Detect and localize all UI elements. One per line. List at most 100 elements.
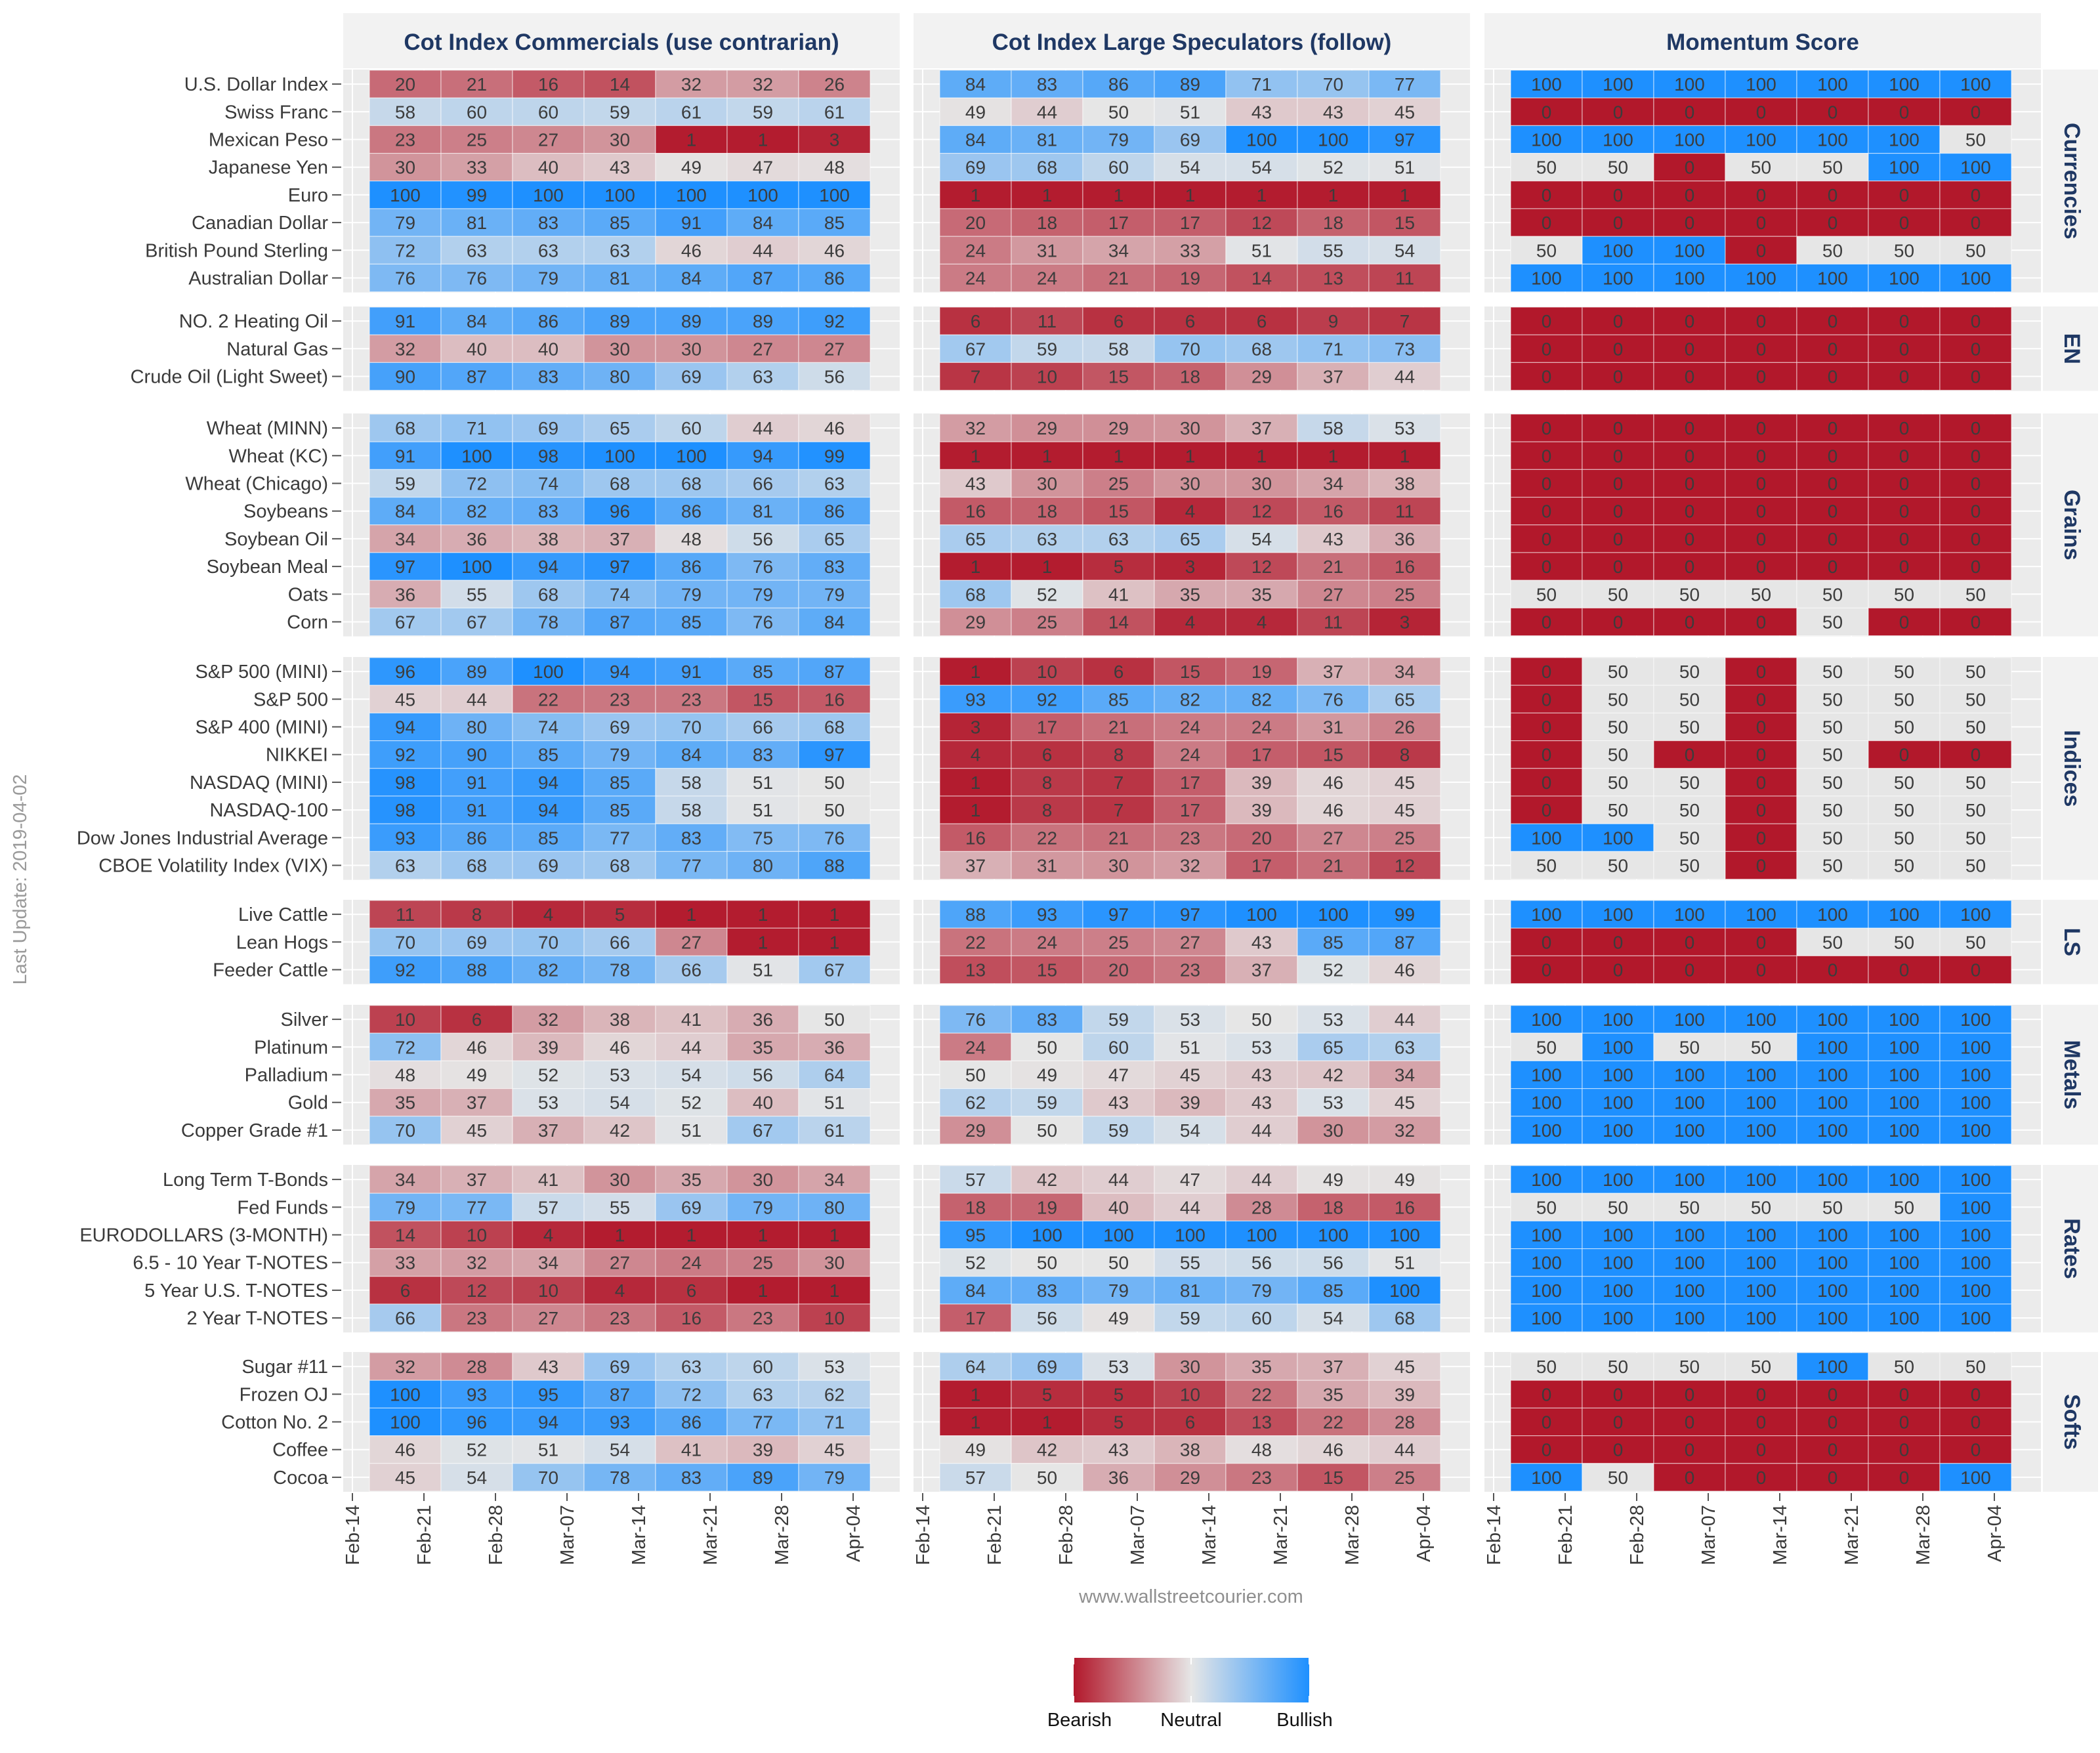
tile-value: 87 [610, 612, 630, 633]
tile-value: 31 [1037, 856, 1057, 876]
heat-tile [1939, 469, 2012, 498]
heat-tile [655, 607, 728, 637]
tile-value: 63 [1395, 1037, 1415, 1057]
heat-tile [1154, 552, 1227, 581]
heat-tile [1154, 955, 1227, 984]
heat-tile [1725, 607, 1797, 637]
tile-value: 50 [1894, 772, 1914, 793]
tile-value: 78 [538, 612, 558, 633]
heat-tile [1582, 97, 1654, 126]
heat-tile [1368, 1032, 1441, 1061]
tile-value: 63 [395, 856, 415, 876]
tile-value: 50 [1608, 689, 1628, 709]
x-tick-label: Feb-28 [486, 1505, 507, 1565]
tile-value: 30 [610, 339, 630, 359]
heat-tile [1796, 740, 1869, 769]
tile-value: 100 [1674, 240, 1705, 261]
heat-tile [1653, 180, 1726, 209]
tile-value: 49 [1108, 1308, 1129, 1328]
heat-tile [1225, 153, 1298, 182]
tile-value: 43 [538, 1357, 558, 1377]
tile-value: 83 [681, 828, 702, 848]
heat-tile [369, 795, 442, 824]
tile-value: 0 [1756, 745, 1767, 765]
heat-tile [1368, 1116, 1441, 1145]
heat-tile [798, 180, 871, 209]
tile-value: 5 [1114, 1412, 1124, 1433]
tile-value: 54 [1323, 1308, 1343, 1328]
heat-tile [1225, 1116, 1298, 1145]
heat-tile [1368, 580, 1441, 609]
tile-value: 97 [1395, 130, 1415, 150]
heat-tile [1653, 607, 1726, 637]
heat-tile [1082, 263, 1155, 293]
tile-value: 57 [965, 1468, 986, 1488]
heat-tile [1011, 685, 1083, 713]
tile-value: 1 [1257, 185, 1267, 205]
tile-value: 100 [1103, 1225, 1134, 1246]
heat-tile [1011, 1165, 1083, 1194]
tile-value: 48 [681, 529, 702, 549]
tile-value: 0 [1971, 557, 1981, 577]
tile-value: 79 [753, 1197, 773, 1217]
tile-value: 8 [1042, 800, 1053, 820]
tile-value: 50 [1965, 662, 1986, 682]
heat-tile [1939, 496, 2012, 526]
tile-value: 96 [395, 662, 415, 682]
tile-value: 11 [1038, 311, 1057, 331]
tile-value: 6 [1185, 1412, 1196, 1433]
row-label: Swiss Franc [224, 102, 328, 123]
heat-tile [1725, 263, 1797, 293]
tile-value: 77 [753, 1412, 773, 1433]
tile-value: 52 [467, 1440, 487, 1460]
tile-value: 74 [610, 584, 630, 604]
tile-value: 1 [758, 904, 768, 925]
heat-tile [1939, 1116, 2012, 1145]
tile-value: 79 [538, 268, 558, 289]
heat-tile [440, 208, 513, 237]
heat-tile [512, 768, 585, 797]
heat-tile [1653, 413, 1726, 442]
tile-value: 91 [467, 800, 487, 820]
tile-value: 0 [1971, 960, 1981, 981]
heat-tile [1796, 362, 1869, 391]
tile-value: 4 [543, 1225, 554, 1246]
heat-tile [939, 153, 1012, 182]
tile-value: 100 [461, 557, 492, 577]
x-tick-label: Apr-04 [1414, 1505, 1435, 1562]
heat-tile [1082, 607, 1155, 637]
heat-tile [1868, 1220, 1941, 1250]
heat-tile [1297, 362, 1370, 391]
heat-tile [583, 97, 656, 126]
heat-tile [1225, 334, 1298, 364]
tile-value: 84 [824, 612, 845, 633]
heat-tile [1510, 900, 1583, 929]
heat-tile [939, 263, 1012, 293]
tile-value: 100 [1889, 74, 1920, 95]
tile-value: 0 [1756, 474, 1767, 494]
heat-tile [1796, 306, 1869, 335]
heat-tile [1725, 1276, 1797, 1305]
heat-tile [1653, 441, 1726, 471]
tile-value: 0 [1899, 1384, 1910, 1405]
heat-tile [798, 263, 871, 293]
tile-value: 58 [681, 800, 702, 820]
heat-tile [512, 657, 585, 686]
tile-value: 85 [1323, 1280, 1343, 1301]
tile-value: 12 [1251, 557, 1272, 577]
tile-value: 0 [1899, 446, 1910, 466]
tile-value: 15 [1037, 960, 1057, 981]
heat-tile [1796, 1165, 1869, 1194]
heat-tile [512, 362, 585, 391]
tile-value: 100 [1889, 1065, 1920, 1086]
tile-value: 50 [1822, 240, 1843, 261]
heat-tile [726, 1165, 799, 1194]
heat-tile [1510, 441, 1583, 471]
tile-value: 100 [1960, 1120, 1991, 1141]
heat-tile [1796, 1220, 1869, 1250]
tile-value: 27 [538, 1308, 558, 1328]
tile-value: 100 [1674, 1280, 1705, 1301]
tile-value: 100 [1746, 74, 1776, 95]
x-tick-label: Apr-04 [1984, 1505, 2006, 1562]
tile-value: 10 [1037, 662, 1057, 682]
